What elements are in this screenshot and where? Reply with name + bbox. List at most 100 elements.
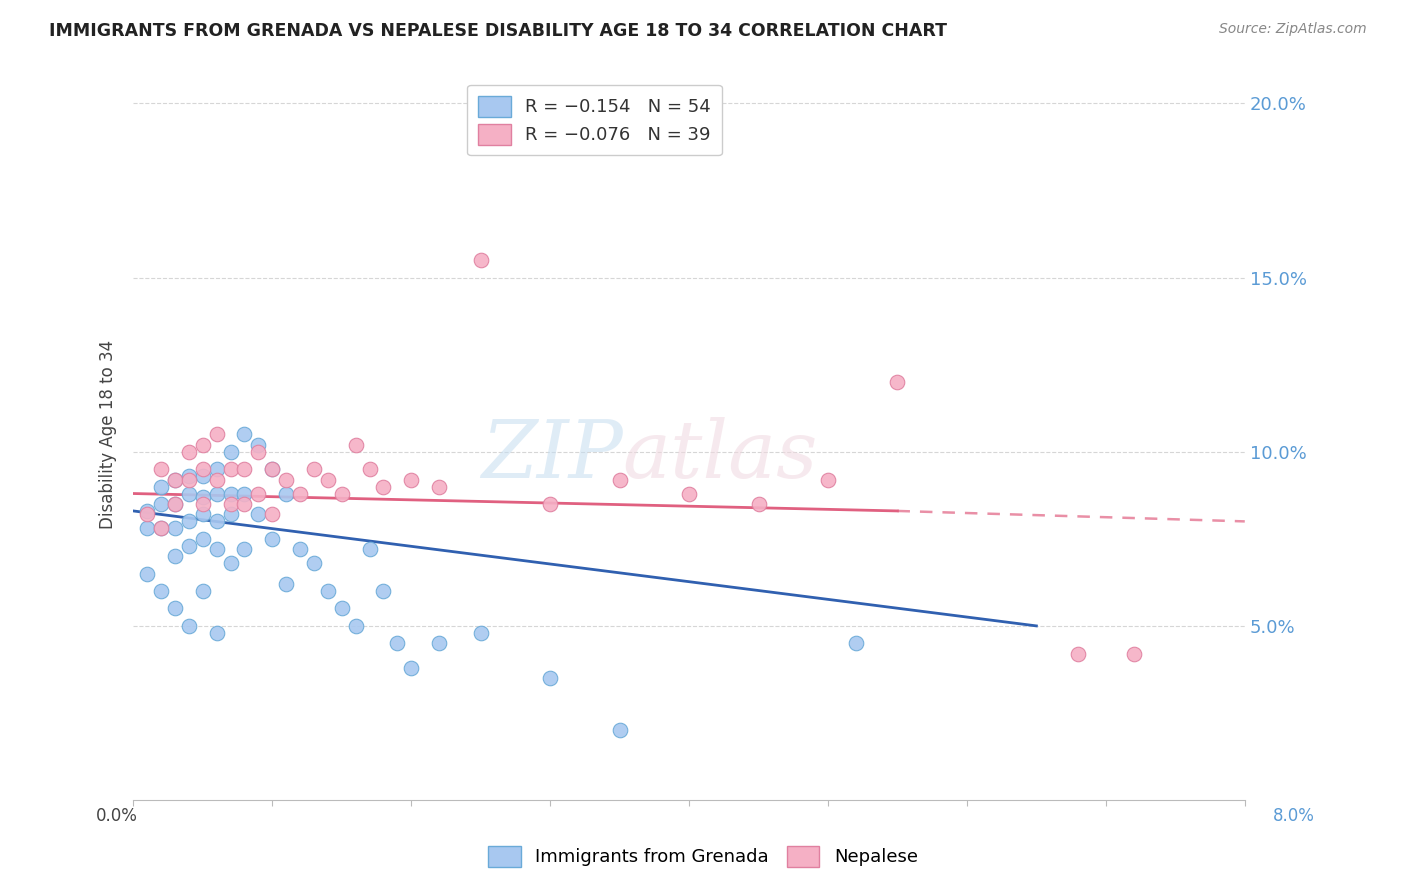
Point [163,497,186,511]
Point [276,473,298,487]
Point [609,723,631,738]
Point [247,486,270,500]
Point [233,497,256,511]
Point [302,556,325,570]
Point [427,636,450,650]
Point [316,473,339,487]
Point [1122,647,1144,661]
Y-axis label: Disability Age 18 to 34: Disability Age 18 to 34 [100,340,117,529]
Point [191,438,214,452]
Text: IMMIGRANTS FROM GRENADA VS NEPALESE DISABILITY AGE 18 TO 34 CORRELATION CHART: IMMIGRANTS FROM GRENADA VS NEPALESE DISA… [49,22,948,40]
Point [373,584,395,599]
Point [233,427,256,442]
Point [359,462,381,476]
Point [163,601,186,615]
Point [177,469,200,483]
Point [177,473,200,487]
Text: 0.0%: 0.0% [96,807,138,825]
Point [205,427,228,442]
Point [219,497,242,511]
Point [219,486,242,500]
Point [136,504,159,518]
Point [136,521,159,535]
Point [205,486,228,500]
Point [163,473,186,487]
Point [276,486,298,500]
Point [150,479,173,493]
Point [470,625,492,640]
Text: atlas: atlas [623,417,818,495]
Point [1067,647,1090,661]
Point [205,515,228,529]
Point [399,661,422,675]
Point [150,462,173,476]
Point [538,497,561,511]
Point [399,473,422,487]
Point [359,542,381,557]
Point [330,486,353,500]
Point [233,486,256,500]
Point [262,508,284,522]
Point [191,490,214,504]
Point [136,508,159,522]
Point [177,619,200,633]
Point [163,549,186,564]
Point [177,444,200,458]
Point [205,462,228,476]
Point [330,601,353,615]
Point [288,486,311,500]
Point [205,625,228,640]
Point [344,619,367,633]
Point [262,532,284,546]
Legend: Immigrants from Grenada, Nepalese: Immigrants from Grenada, Nepalese [481,838,925,874]
Point [233,462,256,476]
Point [163,473,186,487]
Point [150,584,173,599]
Point [247,438,270,452]
Point [150,521,173,535]
Point [177,539,200,553]
Text: Source: ZipAtlas.com: Source: ZipAtlas.com [1219,22,1367,37]
Point [344,438,367,452]
Point [262,462,284,476]
Point [747,497,769,511]
Point [191,508,214,522]
Point [163,497,186,511]
Point [219,508,242,522]
Point [276,577,298,591]
Point [233,542,256,557]
Point [205,542,228,557]
Text: ZIP: ZIP [481,417,623,495]
Point [191,497,214,511]
Point [470,253,492,268]
Point [302,462,325,476]
Point [886,375,908,389]
Point [845,636,868,650]
Point [678,486,700,500]
Legend: R = −0.154   N = 54, R = −0.076   N = 39: R = −0.154 N = 54, R = −0.076 N = 39 [467,85,721,155]
Point [150,521,173,535]
Point [191,462,214,476]
Point [247,508,270,522]
Point [427,479,450,493]
Point [817,473,839,487]
Text: 8.0%: 8.0% [1272,807,1315,825]
Point [191,469,214,483]
Point [609,473,631,487]
Point [262,462,284,476]
Point [219,462,242,476]
Point [288,542,311,557]
Point [163,521,186,535]
Point [177,486,200,500]
Point [373,479,395,493]
Point [219,444,242,458]
Point [387,636,409,650]
Point [177,515,200,529]
Point [191,532,214,546]
Point [219,556,242,570]
Point [150,497,173,511]
Point [538,671,561,685]
Point [205,473,228,487]
Point [136,566,159,581]
Point [316,584,339,599]
